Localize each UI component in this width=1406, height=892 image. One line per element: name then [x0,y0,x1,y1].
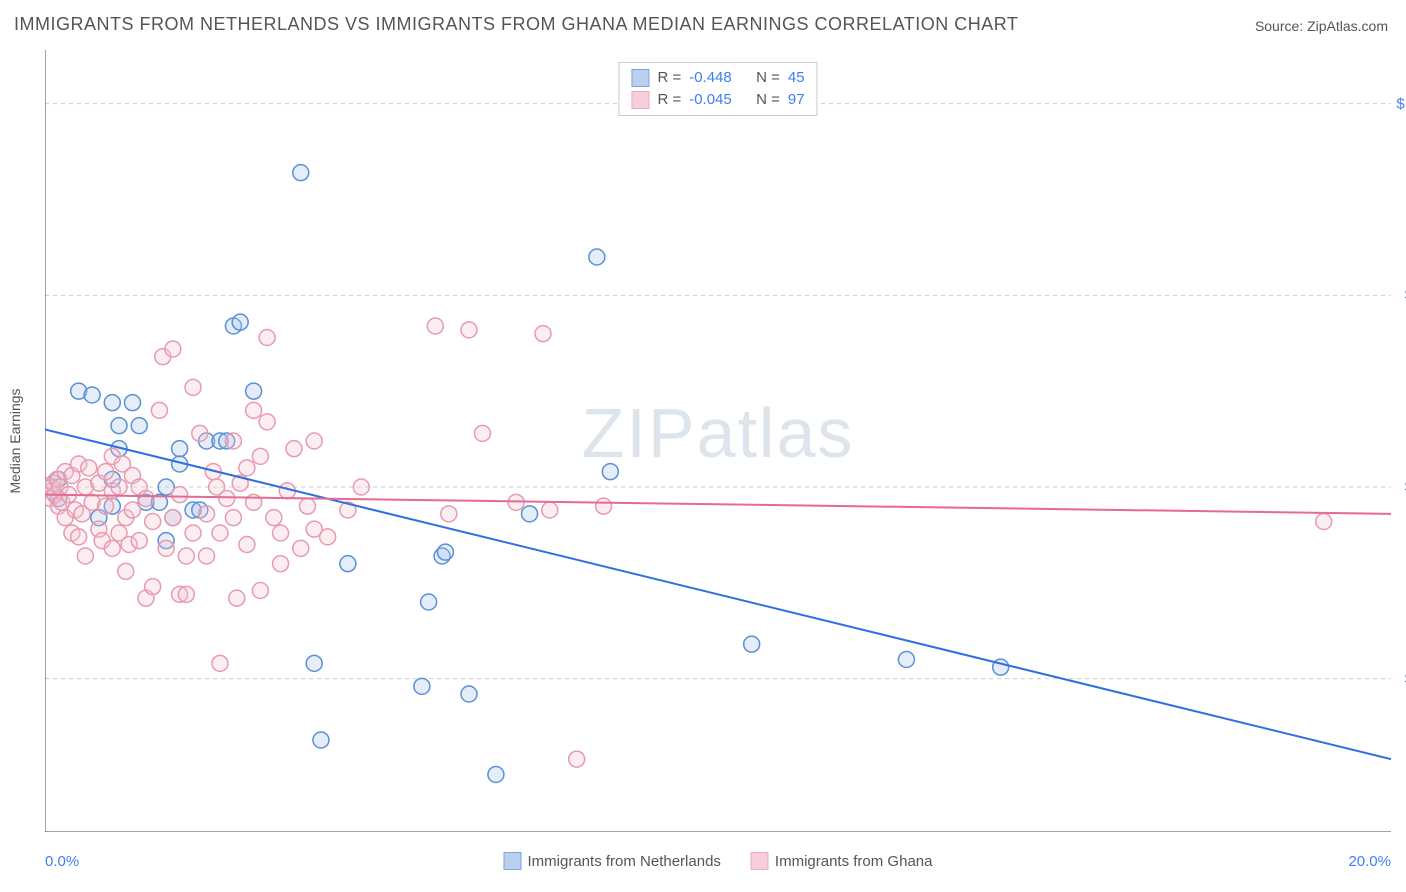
chart-title: IMMIGRANTS FROM NETHERLANDS VS IMMIGRANT… [14,14,1018,35]
series-legend: Immigrants from Netherlands Immigrants f… [504,852,933,870]
legend-row-gh: R = -0.045 N = 97 [631,89,804,111]
x-axis-end-label: 20.0% [1348,853,1391,870]
y-tick-label: $100,000 [1396,95,1406,112]
swatch-nl [631,69,649,87]
legend-item-nl: Immigrants from Netherlands [504,852,721,870]
swatch-gh-icon [751,852,769,870]
legend-item-gh: Immigrants from Ghana [751,852,933,870]
x-axis-start-label: 0.0% [45,853,79,870]
y-axis-label: Median Earnings [7,388,23,493]
swatch-gh [631,91,649,109]
correlation-legend: R = -0.448 N = 45 R = -0.045 N = 97 [618,62,817,116]
scatter-plot-svg [45,50,1391,832]
source-label: Source: ZipAtlas.com [1255,18,1388,34]
legend-row-nl: R = -0.448 N = 45 [631,67,804,89]
swatch-nl-icon [504,852,522,870]
plot-area: Median Earnings ZIPatlas R = -0.448 N = … [45,50,1391,832]
